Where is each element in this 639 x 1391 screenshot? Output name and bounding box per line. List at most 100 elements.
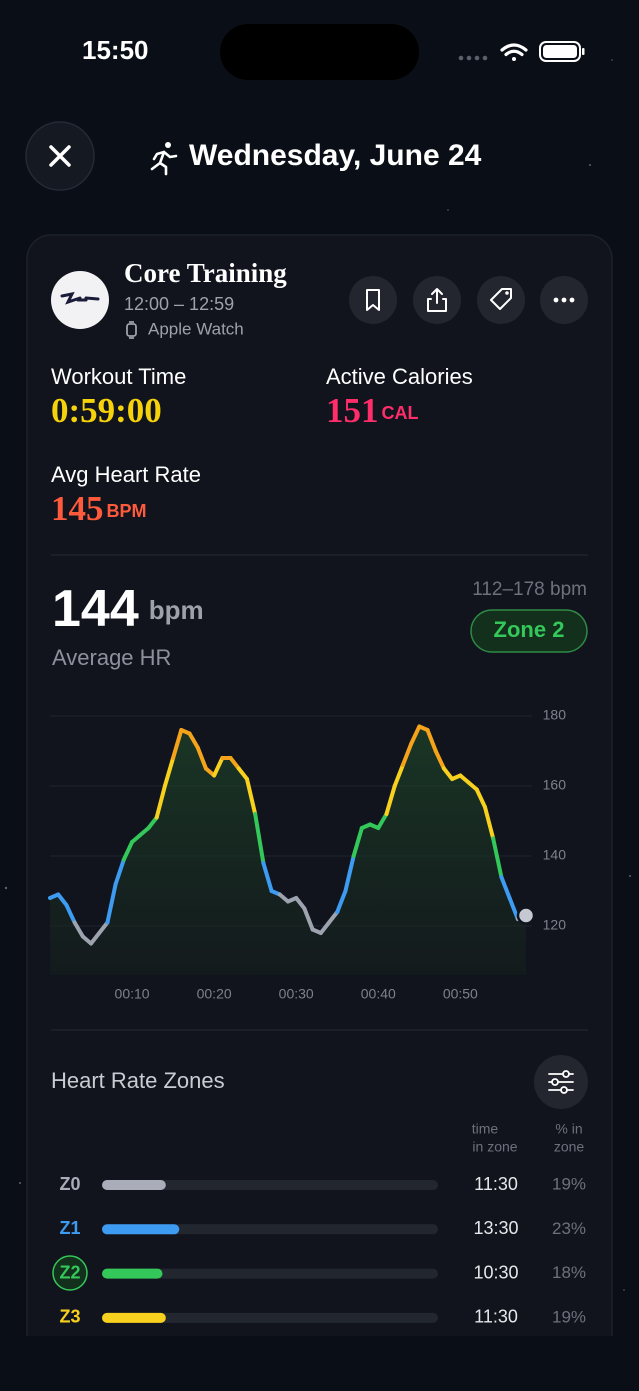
hr-line-segment [351, 826, 364, 858]
hr-line-segment [482, 805, 496, 841]
hr-line-segment [97, 920, 110, 935]
zone-percent: 19% [552, 1174, 586, 1193]
metric-unit: BPM [107, 501, 147, 521]
hr-line-segment [64, 903, 77, 925]
zone-percent: 19% [552, 1307, 586, 1326]
hr-line-segment [343, 854, 356, 893]
close-button[interactable] [25, 121, 95, 191]
hr-line-segment [195, 745, 208, 771]
zone-time: 11:30 [474, 1174, 518, 1194]
watch-icon [126, 321, 137, 339]
signal [458, 55, 488, 61]
metric-value: 0:59:00 [51, 391, 162, 430]
hr-line-segment [425, 728, 438, 753]
metric-number: 145 [51, 489, 104, 528]
hr-end-point [516, 906, 536, 925]
x-tick-label: 00:10 [115, 986, 150, 1002]
zone-name: Z3 [59, 1307, 80, 1327]
hr-line-segment [154, 784, 167, 820]
hr-line-segment [244, 777, 258, 816]
zone-bar [102, 1268, 163, 1279]
hr-line-segment [400, 742, 414, 767]
filter-button[interactable] [534, 1055, 588, 1109]
x-tick-label: 00:20 [197, 986, 232, 1002]
bookmark-button[interactable] [349, 276, 397, 324]
zone-badge-label: Zone 2 [494, 617, 565, 642]
hr-line-segment [433, 749, 446, 771]
hr-line-segment [376, 812, 389, 830]
x-tick-label: 00:40 [361, 986, 396, 1002]
hr-line-segment [113, 857, 126, 886]
hr-average: 144 bpm [52, 580, 204, 638]
heart-rate-chart: 120 140 160 180 00:10 00:20 00:30 00:40 00:50 [48, 707, 567, 1002]
hr-line-segment [162, 756, 176, 788]
dynamic-island [220, 24, 419, 80]
hr-line-segment [327, 910, 340, 925]
column-header: zone [554, 1139, 585, 1155]
zone-badge [470, 609, 588, 653]
hr-label: Average HR [52, 645, 171, 670]
column-header: time [472, 1121, 499, 1137]
hr-line-segment [228, 756, 241, 771]
zone-time: 13:30 [473, 1218, 518, 1238]
zone-track [102, 1268, 438, 1279]
hr-line-segment [318, 920, 332, 935]
metric-number: 151 [326, 391, 379, 430]
more-button[interactable] [540, 276, 588, 324]
x-tick-label: 00:30 [279, 986, 314, 1002]
activity-icon [150, 142, 178, 176]
hr-line-segment [121, 840, 135, 862]
y-tick-label: 160 [543, 777, 567, 793]
zone-name: Z0 [59, 1174, 80, 1194]
workout-time-range: 12:00 – 12:59 [124, 294, 234, 314]
hr-line-segment [171, 728, 184, 760]
hr-range: 112–178 bpm [472, 579, 587, 600]
workout-logo [51, 271, 109, 329]
hr-line-segment [499, 875, 512, 900]
hr-line-segment [384, 784, 397, 816]
current-zone-ring [52, 1255, 88, 1291]
x-tick-label: 00:50 [443, 986, 478, 1002]
hr-line-segment [335, 889, 348, 914]
page-title: Wednesday, June 24 [189, 139, 482, 172]
zone-bar [102, 1312, 166, 1323]
zone-time: 11:30 [474, 1307, 518, 1327]
hr-line-segment [441, 766, 455, 781]
hr-line-segment [491, 836, 504, 879]
hr-line-segment [261, 861, 274, 893]
zone-percent: 18% [552, 1263, 586, 1282]
hr-line-segment [507, 896, 520, 921]
workout-device: Apple Watch [148, 319, 244, 338]
hr-line-segment [294, 896, 307, 911]
wifi-icon [500, 43, 528, 61]
bottom-fade [0, 1336, 639, 1391]
hr-line-segment [253, 812, 266, 865]
metric-value: 151 CAL [326, 391, 419, 430]
metric-label: Workout Time [51, 364, 186, 389]
zone-percent: 23% [552, 1219, 586, 1238]
zone-name: Z2 [59, 1262, 80, 1282]
hr-line-segment [392, 763, 405, 788]
hr-unit: bpm [149, 595, 204, 625]
hr-line-segment [72, 920, 85, 939]
hr-line-segment [105, 882, 118, 925]
hr-value: 144 [52, 580, 139, 638]
metric-unit: CAL [382, 403, 419, 423]
workout-name: Core Training [124, 258, 287, 288]
hr-line-segment [409, 724, 422, 746]
zone-time: 10:30 [473, 1262, 518, 1282]
share-button[interactable] [413, 276, 461, 324]
hr-line-segment [146, 815, 159, 830]
battery-icon [539, 41, 585, 62]
hr-area [50, 726, 526, 975]
status-time: 15:50 [82, 35, 149, 65]
column-header: in zone [472, 1139, 517, 1155]
y-tick-label: 180 [543, 707, 567, 723]
zone-rows: Z0 11:30 19% Z1 13:30 23% Z2 10:30 18% Z3 11:30 19% [59, 1174, 586, 1327]
tag-button[interactable] [477, 276, 525, 324]
zone-name: Z1 [59, 1218, 80, 1238]
zone-track [102, 1180, 438, 1190]
y-tick-label: 140 [543, 847, 567, 863]
hr-line-segment [236, 766, 249, 781]
zone-bar [102, 1180, 166, 1190]
